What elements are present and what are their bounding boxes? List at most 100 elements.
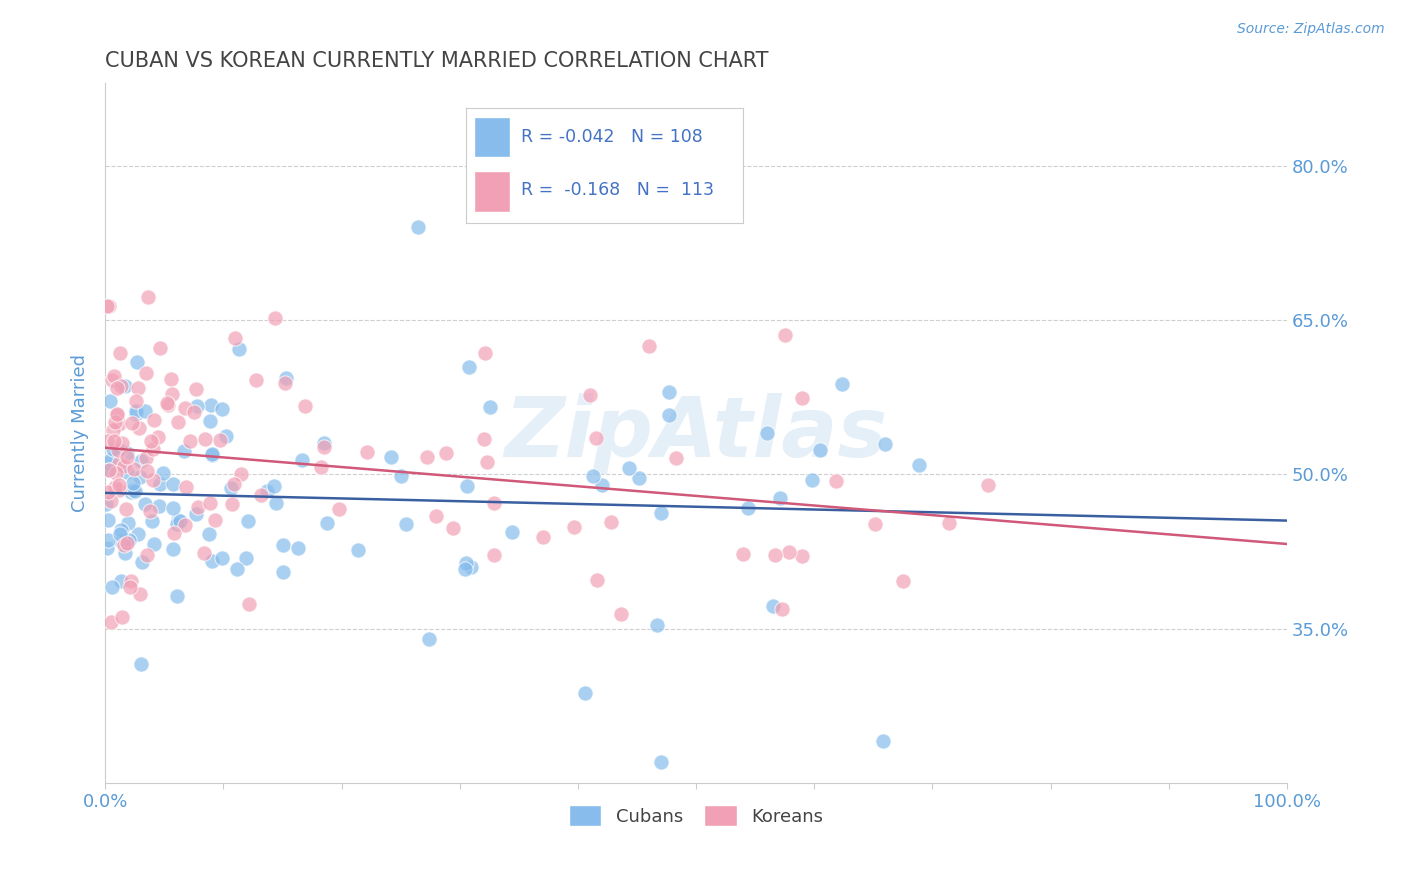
Point — [790, 549, 813, 563]
Point — [347, 543, 370, 558]
Point — [142, 413, 165, 427]
Point — [167, 513, 190, 527]
Point — [110, 574, 132, 588]
Point — [273, 566, 295, 580]
Point — [162, 477, 184, 491]
Point — [115, 446, 138, 460]
Point — [167, 415, 190, 429]
Point — [665, 451, 688, 466]
Point — [134, 497, 156, 511]
Point — [609, 607, 631, 622]
Point — [121, 416, 143, 430]
Point — [658, 384, 681, 399]
Point — [103, 369, 125, 384]
Point — [97, 299, 120, 313]
Point — [460, 560, 482, 574]
Point — [128, 470, 150, 484]
Point — [104, 466, 127, 480]
Point — [599, 516, 621, 530]
Point — [112, 538, 135, 552]
Point — [127, 381, 149, 395]
Point — [110, 523, 132, 537]
Point — [778, 545, 800, 559]
Point — [658, 408, 681, 422]
Point — [104, 415, 127, 429]
Point — [395, 516, 418, 531]
Point — [187, 500, 209, 514]
Point — [183, 405, 205, 419]
Point — [245, 373, 267, 387]
Point — [186, 507, 208, 521]
Point — [458, 359, 481, 374]
Point — [484, 496, 506, 510]
Point — [128, 421, 150, 435]
Point — [256, 484, 278, 499]
Point — [586, 573, 609, 587]
Point — [434, 446, 457, 460]
Point — [125, 407, 148, 421]
Point — [134, 403, 156, 417]
Point — [115, 450, 138, 465]
Point — [96, 456, 118, 470]
Point — [142, 442, 165, 457]
Point — [131, 555, 153, 569]
Point — [141, 514, 163, 528]
Point — [831, 376, 853, 391]
Text: Source: ZipAtlas.com: Source: ZipAtlas.com — [1237, 22, 1385, 37]
Point — [139, 434, 162, 448]
Point — [156, 398, 179, 412]
Point — [801, 473, 824, 487]
Point — [121, 483, 143, 497]
Point — [96, 434, 118, 449]
Point — [135, 450, 157, 465]
Point — [114, 546, 136, 560]
Point — [200, 554, 222, 568]
Point — [765, 548, 787, 562]
Point — [97, 513, 120, 527]
Point — [135, 548, 157, 562]
Point — [582, 469, 605, 483]
Point — [184, 382, 207, 396]
Point — [198, 413, 221, 427]
Point — [312, 436, 335, 450]
Point — [103, 434, 125, 448]
Point — [211, 401, 233, 416]
Point — [200, 495, 222, 509]
Point — [174, 517, 197, 532]
Point — [135, 366, 157, 380]
Point — [579, 388, 602, 402]
Point — [482, 548, 505, 562]
Point — [114, 501, 136, 516]
Point — [228, 342, 250, 356]
Point — [166, 589, 188, 603]
Point — [875, 437, 897, 451]
Point — [271, 538, 294, 552]
Point — [263, 479, 285, 493]
Point — [117, 516, 139, 530]
Point — [108, 483, 131, 497]
Point — [101, 580, 124, 594]
Point — [96, 541, 118, 555]
Point — [328, 501, 350, 516]
Point — [101, 423, 124, 437]
Point — [100, 493, 122, 508]
Point — [790, 391, 813, 405]
Point — [97, 484, 120, 499]
Point — [475, 455, 498, 469]
Point — [136, 464, 159, 478]
Point — [221, 481, 243, 495]
Point — [136, 290, 159, 304]
Point — [110, 534, 132, 549]
Point — [425, 509, 447, 524]
Point — [179, 434, 201, 448]
Point — [564, 520, 586, 534]
Point — [264, 496, 287, 510]
Point — [163, 525, 186, 540]
Point — [105, 380, 128, 394]
Point — [142, 536, 165, 550]
Point — [115, 536, 138, 550]
Point — [142, 473, 165, 487]
Point — [737, 500, 759, 515]
Point — [238, 597, 260, 611]
Point — [769, 491, 792, 505]
